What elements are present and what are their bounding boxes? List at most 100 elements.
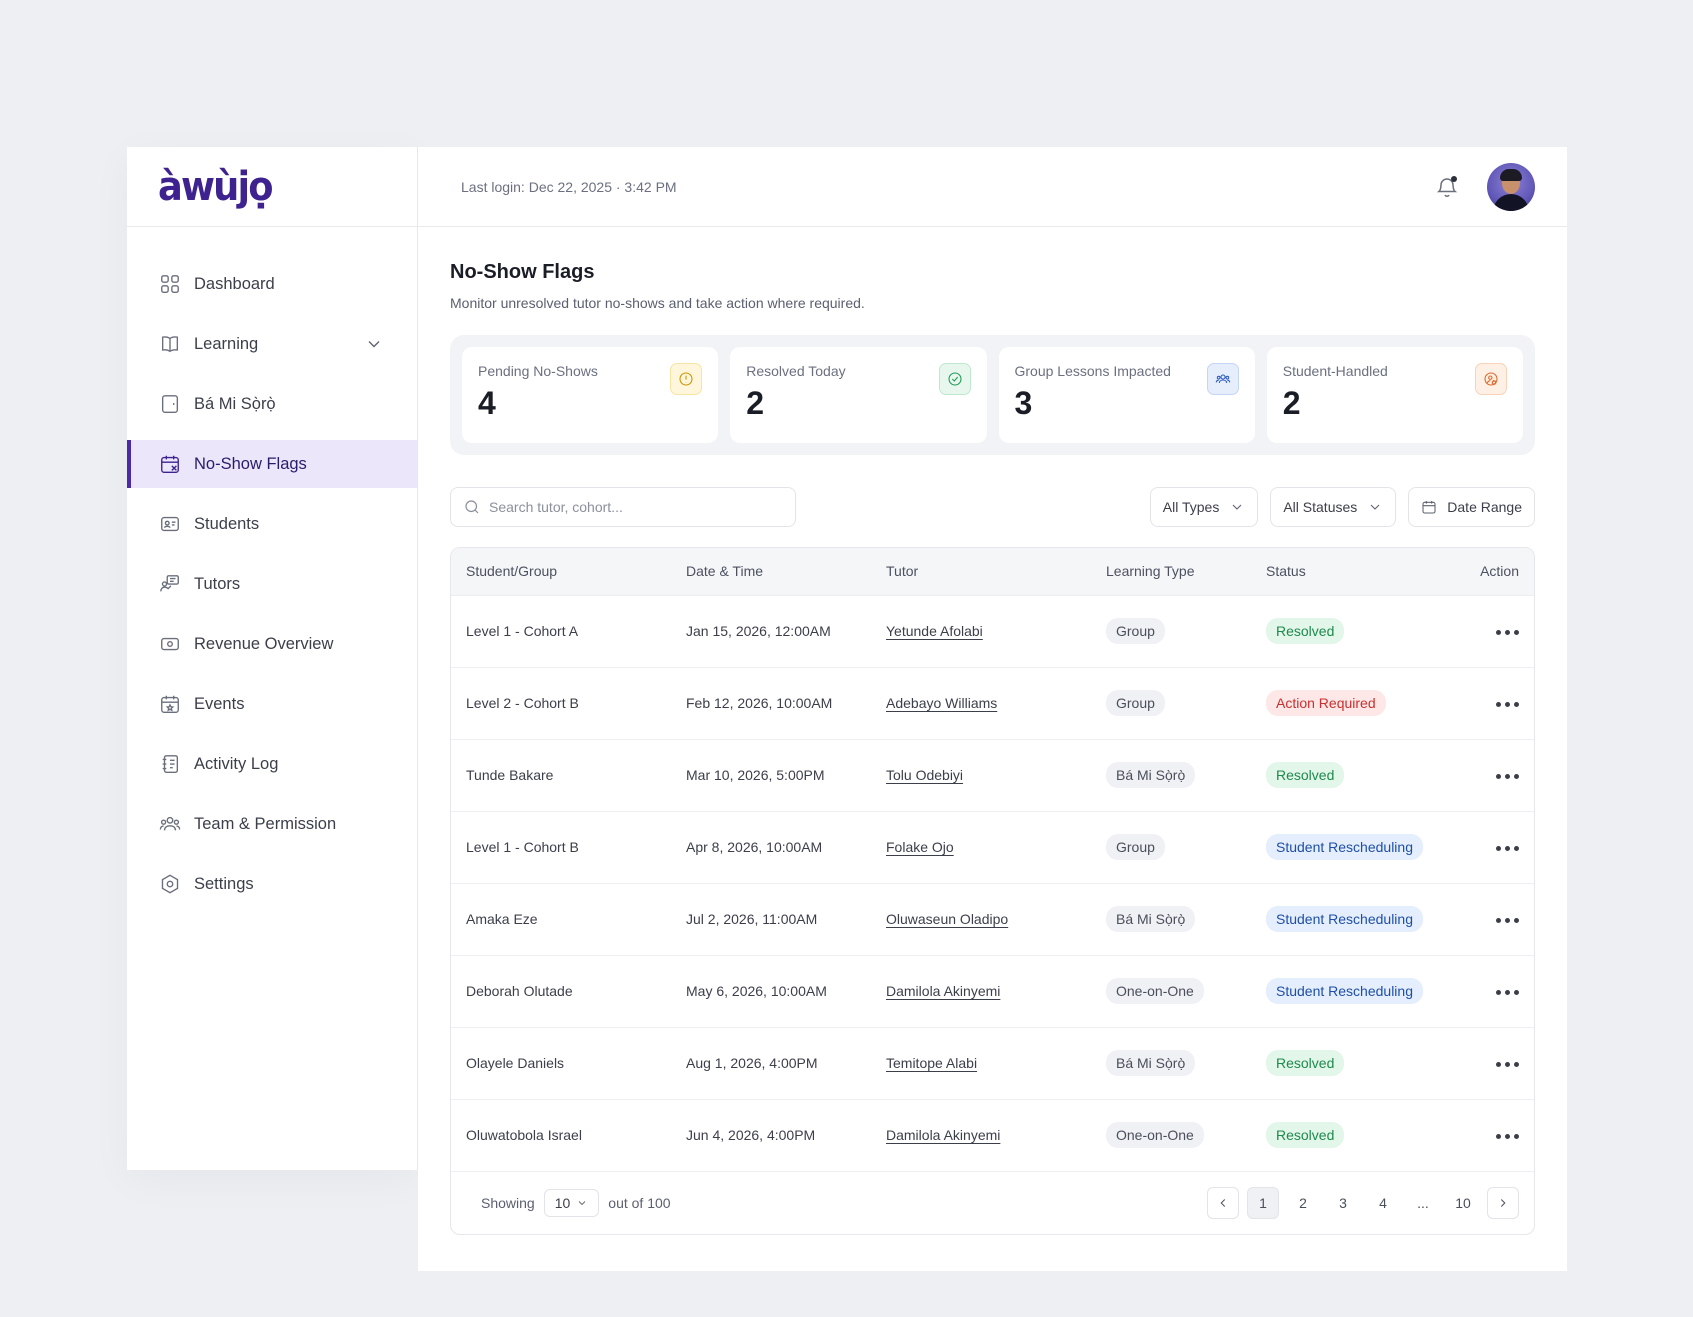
tutor-link[interactable]: Tolu Odebiyi: [886, 767, 964, 783]
cell-student: Level 1 - Cohort B: [466, 839, 579, 855]
page-button-1[interactable]: 1: [1247, 1187, 1279, 1219]
page-buttons: 1 2 3 4 ... 10: [1207, 1187, 1519, 1219]
stats-row: Pending No-Shows 4 Resolved Today 2 Grou…: [450, 335, 1535, 455]
tutor-link[interactable]: Adebayo Williams: [886, 695, 998, 711]
cell-datetime: Mar 10, 2026, 5:00PM: [686, 767, 825, 783]
sidebar-item-dashboard[interactable]: Dashboard: [127, 260, 417, 308]
sidebar-item-learning[interactable]: Learning: [127, 320, 417, 368]
stat-value: 3: [1014, 385, 1033, 421]
filter-bar: All Types All Statuses Date Range: [450, 487, 1535, 527]
table-row: Amaka Eze Jul 2, 2026, 11:00AM Oluwaseun…: [451, 883, 1534, 955]
cell-student: Deborah Olutade: [466, 983, 573, 999]
app-window: àwùjọ Dashboard Learning Bá Mi Sọ̀rọ̀ No…: [127, 147, 1567, 1271]
next-page-button[interactable]: [1487, 1187, 1519, 1219]
tablet-icon: [158, 392, 182, 416]
chevron-down-icon[interactable]: [364, 334, 384, 354]
status-badge: Student Rescheduling: [1266, 978, 1423, 1004]
sidebar-item-label: Students: [194, 514, 260, 533]
more-actions-icon[interactable]: [1496, 984, 1519, 1001]
teacher-icon: [158, 572, 182, 596]
avatar[interactable]: [1487, 162, 1535, 211]
logo-area: àwùjọ: [127, 147, 417, 227]
calendar-icon: [1422, 501, 1436, 514]
table-row: Oluwatobola Israel Jun 4, 2026, 4:00PM D…: [451, 1099, 1534, 1171]
gear-icon: [158, 872, 182, 896]
book-icon: [158, 332, 182, 356]
sidebar-item-tutors[interactable]: Tutors: [127, 560, 417, 608]
cell-datetime: Apr 8, 2026, 10:00AM: [686, 839, 823, 855]
search-icon: [465, 500, 479, 514]
column-header-status[interactable]: Status: [1266, 563, 1306, 580]
sidebar-nav: Dashboard Learning Bá Mi Sọ̀rọ̀ No-Show …: [127, 260, 417, 908]
tutor-link[interactable]: Yetunde Afolabi: [886, 623, 983, 639]
status-badge: Student Rescheduling: [1266, 834, 1423, 860]
sidebar: àwùjọ Dashboard Learning Bá Mi Sọ̀rọ̀ No…: [127, 147, 418, 1170]
sidebar-item-activity-log[interactable]: Activity Log: [127, 740, 417, 788]
date-range-label: Date Range: [1447, 499, 1522, 515]
sidebar-item-students[interactable]: Students: [127, 500, 417, 548]
learning-type-pill: Bá Mi Sọ̀rọ̀: [1106, 906, 1196, 932]
more-actions-icon[interactable]: [1496, 696, 1519, 713]
learning-type-pill: One-on-One: [1106, 1122, 1204, 1149]
sidebar-item-events[interactable]: Events: [127, 680, 417, 728]
page-button-3[interactable]: 3: [1339, 1195, 1347, 1211]
alert-circle-icon: [670, 363, 703, 395]
prev-page-button[interactable]: [1207, 1187, 1239, 1219]
pagination-bar: Showing 10 out of 100 1 2 3 4 ...: [451, 1171, 1534, 1234]
status-filter-dropdown[interactable]: All Statuses: [1270, 487, 1397, 527]
sidebar-item-label: Team & Permission: [194, 814, 337, 833]
sidebar-item-settings[interactable]: Settings: [127, 860, 417, 908]
learning-type-pill: Bá Mi Sọ̀rọ̀: [1106, 762, 1196, 788]
more-actions-icon[interactable]: [1496, 624, 1519, 641]
more-actions-icon[interactable]: [1496, 1056, 1519, 1073]
calendar-star-icon: [158, 692, 182, 716]
search-input[interactable]: [489, 499, 779, 515]
avatar-body: [1493, 193, 1529, 211]
stat-value: 4: [478, 385, 496, 421]
table-row: Olayele Daniels Aug 1, 2026, 4:00PM Temi…: [451, 1027, 1534, 1099]
more-actions-icon[interactable]: [1496, 840, 1519, 857]
status-badge: Resolved: [1266, 1122, 1345, 1149]
sidebar-item-label: Dashboard: [194, 274, 275, 293]
stat-label: Student-Handled: [1282, 363, 1388, 379]
sidebar-item-label: No-Show Flags: [194, 454, 307, 473]
column-header-student[interactable]: Student/Group: [466, 563, 558, 580]
date-range-button[interactable]: Date Range: [1408, 487, 1535, 527]
type-filter-dropdown[interactable]: All Types: [1149, 487, 1259, 527]
page-button-2[interactable]: 2: [1299, 1195, 1307, 1211]
filter-controls: All Types All Statuses Date Range: [1149, 487, 1535, 527]
page-size-dropdown[interactable]: 10: [543, 1189, 600, 1217]
table-row: Tunde Bakare Mar 10, 2026, 5:00PM Tolu O…: [451, 739, 1534, 811]
more-actions-icon[interactable]: [1496, 912, 1519, 929]
column-header-date[interactable]: Date & Time: [686, 563, 764, 580]
type-filter-label: All Types: [1162, 499, 1220, 515]
sidebar-item-team-permission[interactable]: Team & Permission: [127, 800, 417, 848]
tutor-link[interactable]: Damilola Akinyemi: [886, 1127, 1001, 1144]
tutor-link[interactable]: Damilola Akinyemi: [886, 983, 1001, 999]
tutor-link[interactable]: Oluwaseun Oladipo: [886, 911, 1009, 927]
sidebar-item-label: Settings: [194, 874, 254, 893]
table-row: Deborah Olutade May 6, 2026, 10:00AM Dam…: [451, 955, 1534, 1027]
column-header-tutor[interactable]: Tutor: [886, 563, 919, 580]
page-button-4[interactable]: 4: [1379, 1195, 1387, 1211]
tutor-link[interactable]: Folake Ojo: [886, 839, 954, 855]
sidebar-item-label: Learning: [194, 334, 259, 353]
status-filter-label: All Statuses: [1283, 499, 1358, 515]
tutor-link[interactable]: Temitope Alabi: [886, 1055, 978, 1071]
more-actions-icon[interactable]: [1496, 1128, 1519, 1145]
sidebar-item-ba-mi-soro[interactable]: Bá Mi Sọ̀rọ̀: [127, 380, 417, 428]
table-header-row: Student/Group Date & Time Tutor Learning…: [451, 548, 1534, 595]
page-size-value: 10: [554, 1195, 571, 1211]
sidebar-item-revenue-overview[interactable]: Revenue Overview: [127, 620, 417, 668]
more-actions-icon[interactable]: [1496, 768, 1519, 785]
page-button-10[interactable]: 10: [1455, 1195, 1471, 1211]
stat-card-student-handled: Student-Handled 2: [1266, 347, 1523, 443]
main-panel: Last login: Dec 22, 2025 · 3:42 PM No-Sh…: [418, 147, 1567, 1271]
notification-bell-icon[interactable]: [1432, 172, 1462, 202]
sidebar-item-no-show-flags[interactable]: No-Show Flags: [127, 440, 417, 488]
column-header-learning-type[interactable]: Learning Type: [1106, 563, 1195, 580]
search-box[interactable]: [450, 487, 796, 527]
cell-student: Level 2 - Cohort B: [466, 695, 579, 711]
brand-logo[interactable]: àwùjọ: [158, 163, 274, 210]
notification-dot: [1451, 175, 1457, 182]
